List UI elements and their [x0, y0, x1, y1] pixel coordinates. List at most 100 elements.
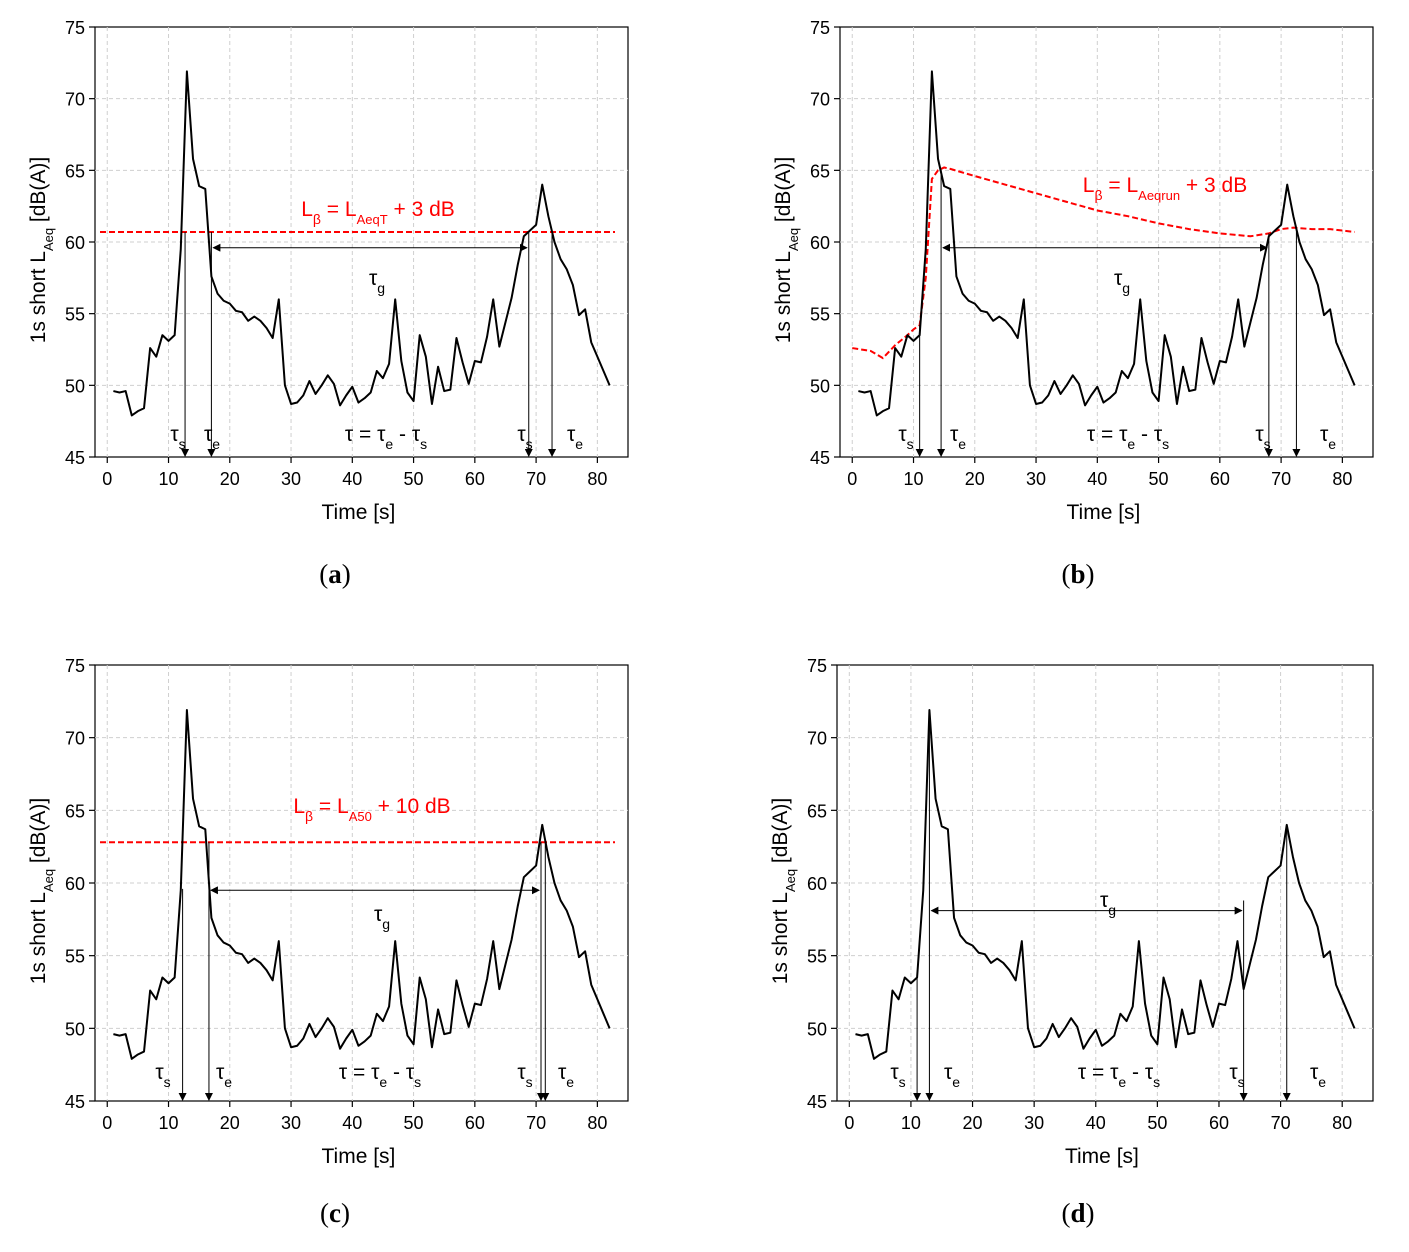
x-tick-label: 70 — [1271, 1113, 1291, 1133]
x-tick-label: 80 — [587, 469, 607, 489]
x-axis-label: Time [s] — [321, 1145, 395, 1168]
tau-s-label: τs — [170, 423, 185, 452]
x-tick-label: 10 — [159, 469, 179, 489]
x-tick-label: 40 — [342, 469, 362, 489]
tau-equation: τ = τe - τs — [1078, 1061, 1160, 1090]
x-tick-label: 0 — [102, 469, 112, 489]
x-axis-label: Time [s] — [321, 501, 395, 524]
y-tick-label: 45 — [807, 1092, 827, 1112]
x-tick-label: 50 — [404, 1113, 424, 1133]
x-axis-label: Time [s] — [1066, 501, 1140, 524]
tau-e-label: τe — [204, 423, 220, 452]
tau-equation: τ = τe - τs — [339, 1061, 421, 1090]
x-tick-label: 30 — [281, 469, 301, 489]
chart-panel-d: 0 10 20 30 40 50 60 70 80 45 50 55 60 65 70 75 Time [s] 1… — [769, 656, 1374, 1228]
tau-g-label: τg — [369, 267, 385, 296]
tau-s-label: τs — [1255, 423, 1270, 452]
x-tick-label: 0 — [102, 1113, 112, 1133]
x-tick-label: 40 — [342, 1113, 362, 1133]
y-tick-label: 65 — [807, 801, 827, 821]
y-axis-label: 1s short LAeq [dB(A)] — [27, 798, 56, 985]
y-tick-label: 60 — [65, 874, 85, 894]
y-tick-label: 75 — [65, 656, 85, 676]
tau-equation: τ = τe - τs — [345, 423, 427, 452]
y-tick-label: 55 — [810, 305, 830, 325]
threshold-label: Lβ = LA50 + 10 dB — [293, 795, 450, 824]
y-tick-label: 55 — [65, 305, 85, 325]
x-tick-label: 10 — [159, 1113, 179, 1133]
x-tick-label: 60 — [465, 1113, 485, 1133]
tau-e-label: τe — [1310, 1061, 1326, 1090]
tau-s-label: τs — [898, 423, 913, 452]
x-tick-label: 0 — [847, 469, 857, 489]
x-tick-label: 50 — [404, 469, 424, 489]
x-tick-label: 60 — [465, 469, 485, 489]
tau-s-label: τs — [1229, 1061, 1244, 1090]
y-tick-label: 65 — [65, 801, 85, 821]
threshold-label: Lβ = LAeqT + 3 dB — [301, 198, 455, 227]
x-tick-label: 80 — [1332, 1113, 1352, 1133]
tau-e-label: τe — [944, 1061, 960, 1090]
tau-e-label: τe — [558, 1061, 574, 1090]
x-tick-label: 50 — [1147, 1113, 1167, 1133]
y-tick-label: 60 — [810, 233, 830, 253]
x-tick-label: 20 — [220, 469, 240, 489]
y-tick-label: 70 — [810, 90, 830, 110]
tau-g-label: τg — [1100, 889, 1116, 918]
x-tick-label: 30 — [281, 1113, 301, 1133]
y-tick-label: 50 — [65, 1019, 85, 1039]
tau-e-label: τe — [1320, 423, 1336, 452]
x-axis-label: Time [s] — [1065, 1145, 1139, 1168]
x-tick-label: 10 — [901, 1113, 921, 1133]
x-tick-label: 50 — [1149, 469, 1169, 489]
tau-g-label: τg — [374, 903, 390, 932]
x-tick-label: 60 — [1210, 469, 1230, 489]
panel-caption: (d) — [1061, 1198, 1094, 1228]
y-tick-label: 50 — [810, 376, 830, 396]
y-axis-label: 1s short LAeq [dB(A)] — [27, 157, 56, 344]
threshold-label: Lβ = LAeqrun + 3 dB — [1083, 174, 1247, 203]
x-tick-label: 30 — [1024, 1113, 1044, 1133]
chart-panel-c: 0 10 20 30 40 50 60 70 80 45 50 55 60 65 70 75 Time [s] 1… — [27, 656, 629, 1228]
x-tick-label: 40 — [1086, 1113, 1106, 1133]
series-line — [113, 709, 611, 1060]
x-tick-label: 70 — [526, 1113, 546, 1133]
y-tick-label: 45 — [810, 448, 830, 468]
x-tick-label: 20 — [963, 1113, 983, 1133]
y-tick-label: 60 — [807, 874, 827, 894]
tau-s-label: τs — [890, 1061, 905, 1090]
chart-panel-b: 0 10 20 30 40 50 60 70 80 45 50 55 60 65 70 75 Time [s] 1… — [772, 18, 1374, 589]
chart-panel-a: 0 10 20 30 40 50 60 70 80 45 50 55 60 65 70 75 Time [s] 1… — [27, 18, 629, 589]
y-tick-label: 75 — [807, 656, 827, 676]
tau-e-label: τe — [567, 423, 583, 452]
x-tick-label: 80 — [1332, 469, 1352, 489]
x-tick-label: 60 — [1209, 1113, 1229, 1133]
tau-s-label: τs — [517, 423, 532, 452]
y-tick-label: 75 — [65, 18, 85, 38]
x-tick-label: 30 — [1026, 469, 1046, 489]
y-axis-label: 1s short LAeq [dB(A)] — [769, 798, 798, 985]
y-tick-label: 60 — [65, 233, 85, 253]
x-tick-label: 70 — [526, 469, 546, 489]
y-tick-label: 45 — [65, 1092, 85, 1112]
series-line — [113, 70, 611, 417]
tau-s-label: τs — [517, 1061, 532, 1090]
y-tick-label: 55 — [807, 947, 827, 967]
x-tick-label: 10 — [904, 469, 924, 489]
y-tick-label: 70 — [65, 90, 85, 110]
y-axis-label: 1s short LAeq [dB(A)] — [772, 157, 801, 344]
y-tick-label: 65 — [65, 161, 85, 181]
series-line — [858, 70, 1356, 417]
panel-caption: (c) — [320, 1198, 350, 1228]
y-tick-label: 50 — [807, 1019, 827, 1039]
panel-caption: (a) — [319, 559, 351, 589]
y-tick-label: 45 — [65, 448, 85, 468]
y-tick-label: 70 — [807, 729, 827, 749]
y-tick-label: 50 — [65, 376, 85, 396]
x-tick-label: 20 — [965, 469, 985, 489]
x-tick-label: 20 — [220, 1113, 240, 1133]
tau-equation: τ = τe - τs — [1087, 423, 1169, 452]
x-tick-label: 70 — [1271, 469, 1291, 489]
tau-s-label: τs — [155, 1061, 170, 1090]
